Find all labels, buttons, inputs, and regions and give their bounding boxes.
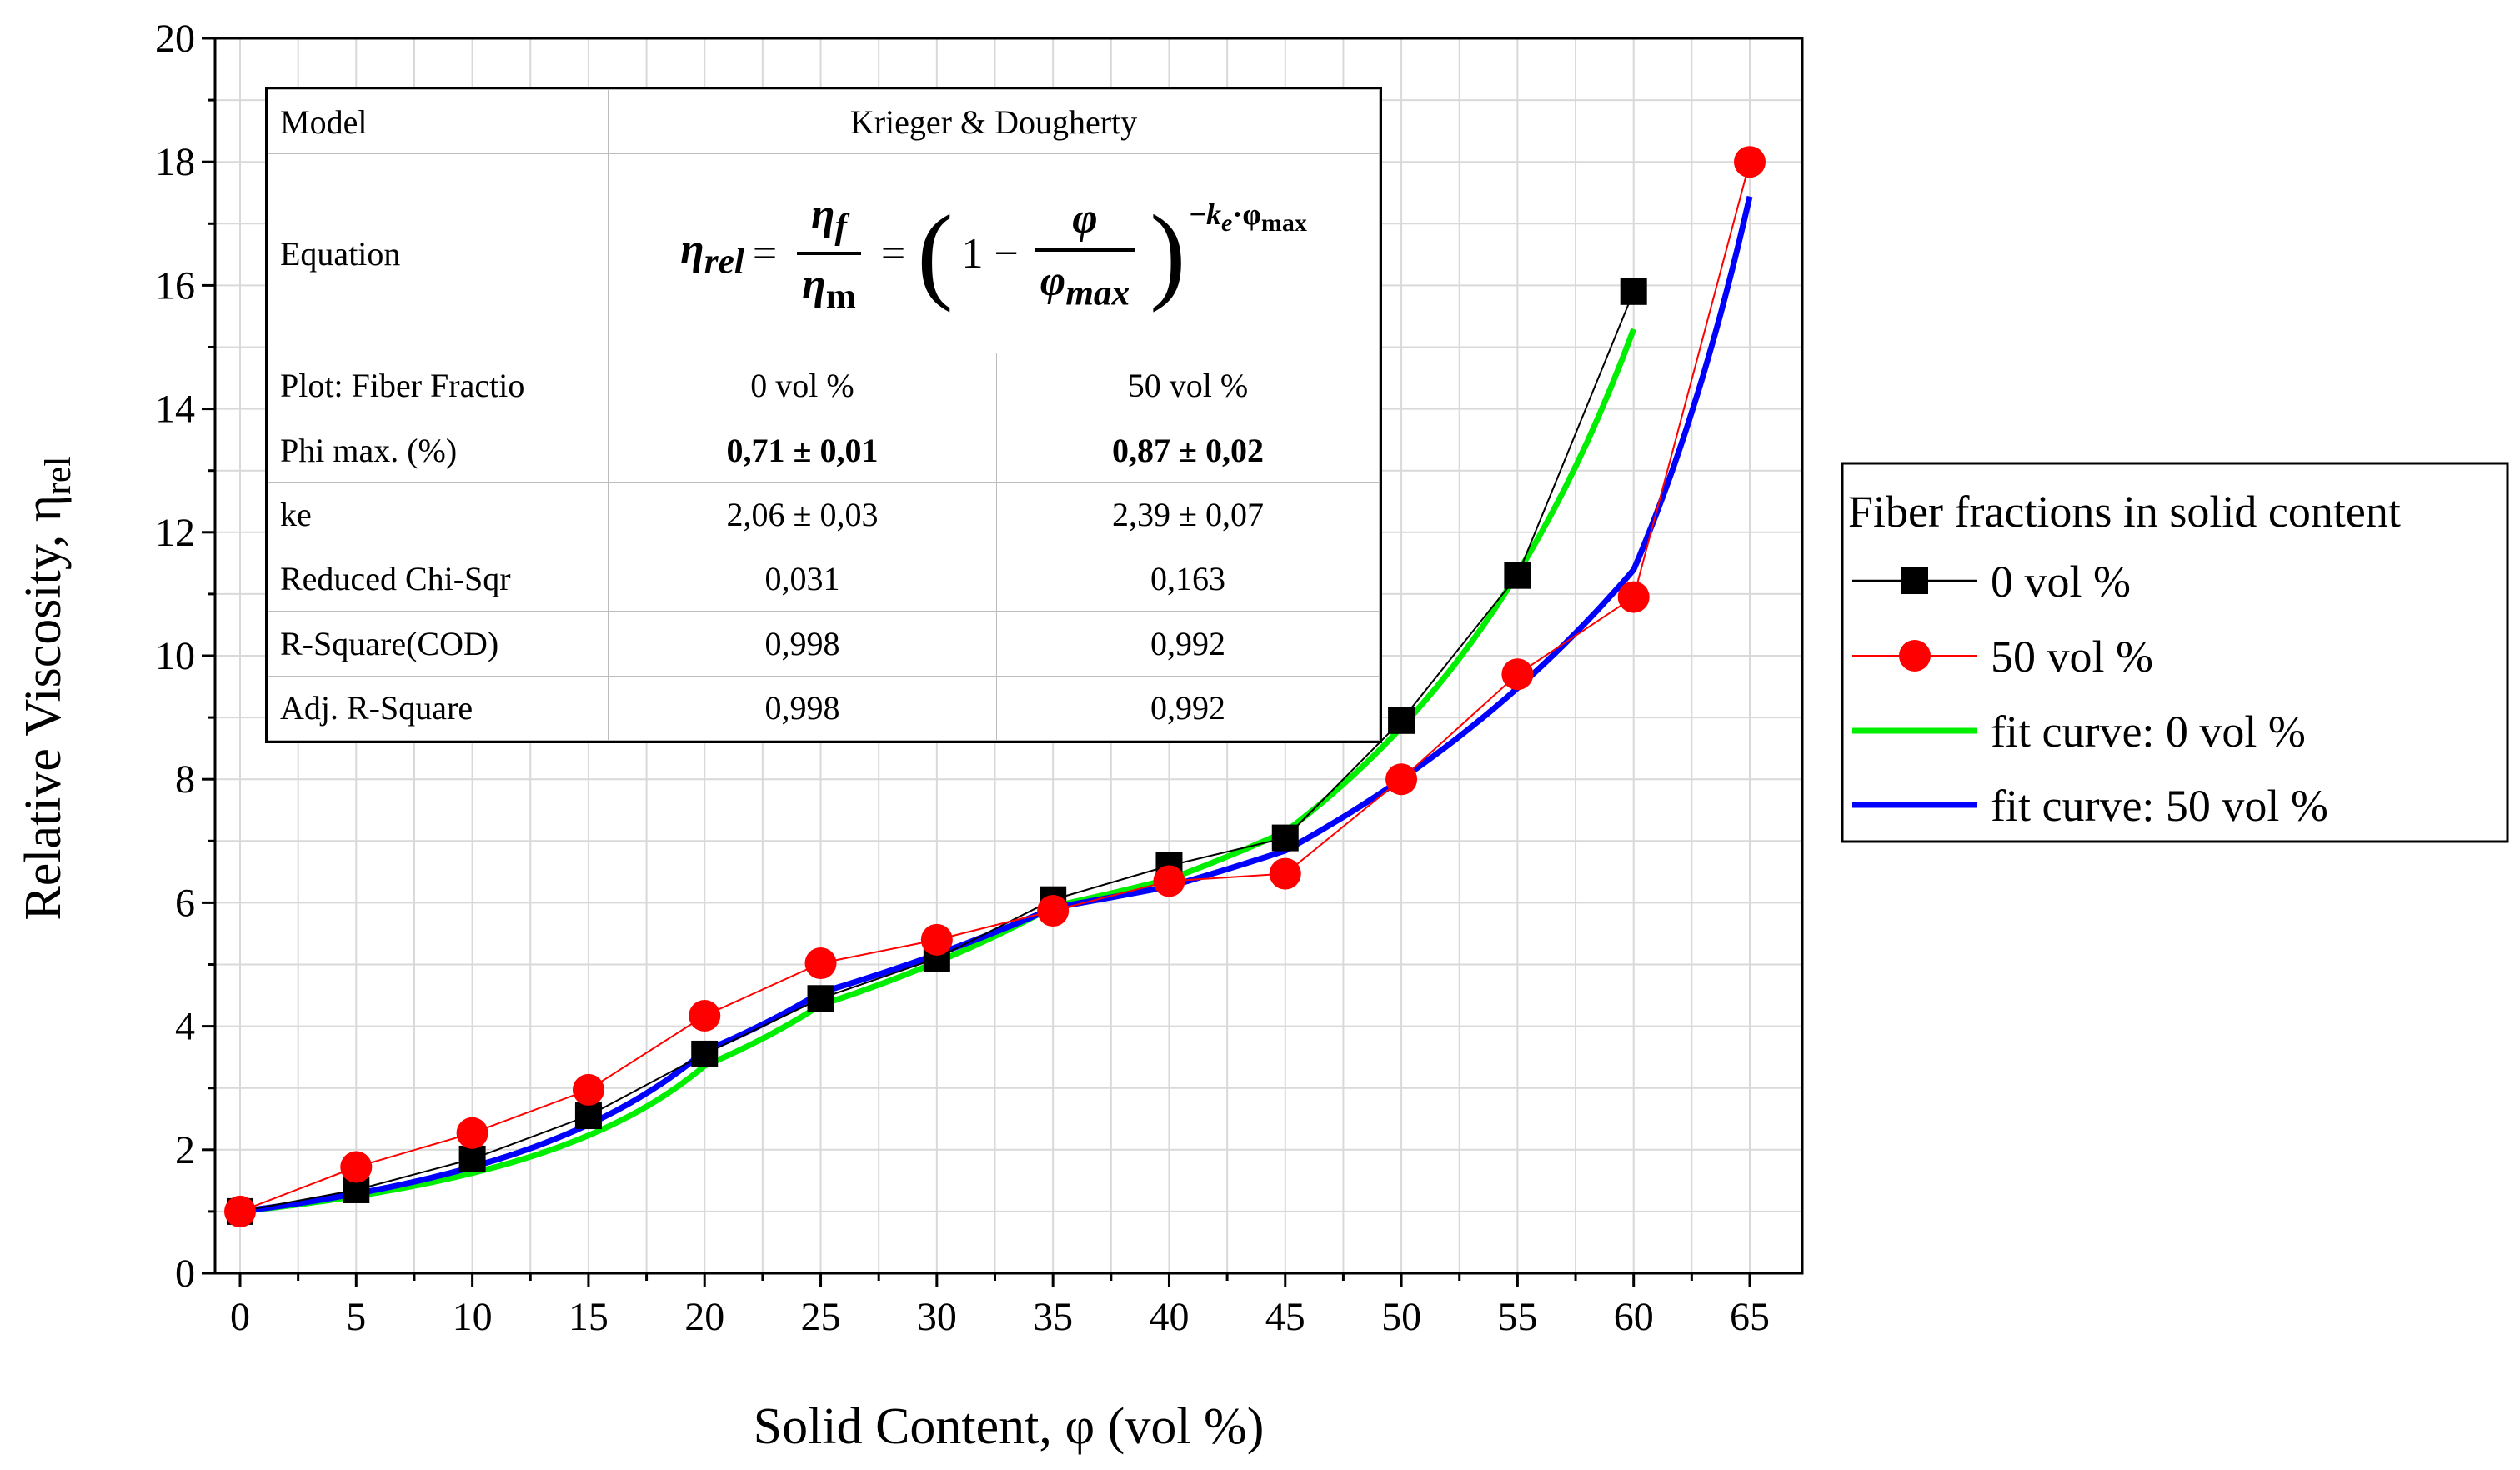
x-tick-label: 10 bbox=[453, 1295, 493, 1339]
y-axis-title-sub: rel bbox=[38, 456, 78, 494]
x-tick-label: 60 bbox=[1614, 1295, 1654, 1339]
stats-equation-label: Equation bbox=[268, 153, 609, 354]
data-point-circle bbox=[456, 1117, 488, 1149]
y-tick-label: 4 bbox=[175, 1005, 195, 1049]
axes bbox=[202, 37, 1804, 1287]
stats-cell: 2,06 ± 0,03 bbox=[608, 482, 997, 548]
stats-row-label: Reduced Chi-Sqr bbox=[268, 546, 609, 612]
x-tick-label: 5 bbox=[346, 1295, 366, 1339]
data-point-circle bbox=[1153, 865, 1185, 898]
legend-label-fit50: fit curve: 50 vol % bbox=[1991, 781, 2328, 831]
stats-equation: ηrel = ηf ηm = ( 1 − φ φmax ) −ke·φmax bbox=[608, 153, 1380, 354]
y-tick-label: 0 bbox=[175, 1252, 195, 1296]
legend-title: Fiber fractions in solid content bbox=[1848, 487, 2401, 537]
stats-row: Reduced Chi-Sqr 0,031 0,163 bbox=[268, 546, 1380, 612]
equation-formula: ηrel = ηf ηm = ( 1 − φ φmax ) −ke·φmax bbox=[680, 191, 1307, 317]
legend-label-50vol: 50 vol % bbox=[1991, 632, 2153, 682]
y-axis-title: Relative Viscosity, ηrel bbox=[15, 456, 78, 920]
data-point-square bbox=[691, 1040, 719, 1068]
stats-model-value: Krieger & Dougherty bbox=[608, 88, 1380, 155]
stats-row-label: R-Square(COD) bbox=[268, 611, 609, 677]
x-tick-label: 40 bbox=[1149, 1295, 1189, 1339]
data-point-circle bbox=[1617, 581, 1650, 613]
x-axis-title: Solid Content, φ (vol %) bbox=[754, 1398, 1265, 1455]
data-point-circle bbox=[572, 1073, 604, 1106]
stats-cell: 0,998 bbox=[608, 675, 997, 742]
x-tick-label: 20 bbox=[684, 1295, 724, 1339]
x-tick-label: 0 bbox=[230, 1295, 250, 1339]
x-tick-label: 45 bbox=[1265, 1295, 1305, 1339]
data-point-circle bbox=[340, 1151, 373, 1183]
stats-cell: 0,71 ± 0,01 bbox=[608, 417, 997, 483]
stats-row-label: Phi max. (%) bbox=[268, 417, 609, 483]
stats-plot-label: Plot: Fiber Fractio bbox=[268, 352, 609, 418]
data-point-square bbox=[574, 1102, 602, 1130]
legend-box bbox=[1841, 462, 2509, 843]
stats-cell: 0,998 bbox=[608, 611, 997, 677]
data-point-square bbox=[1271, 824, 1299, 852]
y-tick-label: 12 bbox=[155, 511, 195, 555]
data-point-circle bbox=[920, 923, 953, 956]
data-point-circle bbox=[1269, 858, 1301, 890]
x-tick-label: 35 bbox=[1033, 1295, 1073, 1339]
stats-col2-header: 50 vol % bbox=[996, 352, 1380, 418]
stats-cell: 0,163 bbox=[996, 546, 1380, 612]
stats-col1-header: 0 vol % bbox=[608, 352, 997, 418]
tick-labels: 0 2 4 6 8 10 12 14 16 18 20 0 5 10 15 20 25 30 35 40 45 50 55 6… bbox=[155, 17, 1770, 1339]
stats-table: Model Krieger & Dougherty Equation ηrel … bbox=[265, 87, 1382, 743]
x-tick-label: 50 bbox=[1381, 1295, 1421, 1339]
data-point-square bbox=[1388, 707, 1415, 734]
stats-row: Phi max. (%) 0,71 ± 0,01 0,87 ± 0,02 bbox=[268, 417, 1380, 483]
y-tick-label: 2 bbox=[175, 1128, 195, 1172]
x-tick-label: 55 bbox=[1497, 1295, 1537, 1339]
stats-cell: 0,87 ± 0,02 bbox=[996, 417, 1380, 483]
legend-label-fit0: fit curve: 0 vol % bbox=[1991, 707, 2306, 757]
stats-row-label: ke bbox=[268, 482, 609, 548]
y-tick-label: 14 bbox=[155, 388, 195, 432]
data-point-circle bbox=[1385, 763, 1418, 796]
data-point-circle bbox=[1501, 658, 1534, 691]
x-tick-label: 65 bbox=[1730, 1295, 1770, 1339]
data-point-circle bbox=[224, 1195, 256, 1228]
stats-row-model: Model Krieger & Dougherty bbox=[268, 88, 1380, 155]
stats-row: ke 2,06 ± 0,03 2,39 ± 0,07 bbox=[268, 482, 1380, 548]
y-tick-label: 8 bbox=[175, 758, 195, 802]
stats-row: R-Square(COD) 0,998 0,992 bbox=[268, 611, 1380, 677]
y-tick-label: 20 bbox=[155, 17, 195, 61]
data-point-circle bbox=[804, 948, 837, 980]
y-tick-label: 6 bbox=[175, 881, 195, 925]
stats-cell: 2,39 ± 0,07 bbox=[996, 482, 1380, 548]
legend-swatch-0vol-marker bbox=[1901, 568, 1928, 594]
legend-swatch-50vol-marker bbox=[1899, 640, 1931, 672]
data-point-circle bbox=[689, 1000, 721, 1032]
data-point-square bbox=[458, 1145, 486, 1172]
series-line bbox=[239, 161, 1751, 1212]
x-tick-label: 30 bbox=[917, 1295, 957, 1339]
legend-label-0vol: 0 vol % bbox=[1991, 557, 2131, 607]
stats-model-label: Model bbox=[268, 88, 609, 155]
y-axis-title-main: Relative Viscosity, η bbox=[15, 495, 72, 921]
legend: Fiber fractions in solid content 0 vol %… bbox=[1841, 462, 2509, 843]
data-point-circle bbox=[1037, 895, 1070, 928]
stats-cell: 0,992 bbox=[996, 611, 1380, 677]
data-point-square bbox=[807, 985, 834, 1012]
x-tick-label: 15 bbox=[569, 1295, 609, 1339]
x-tick-label: 25 bbox=[801, 1295, 841, 1339]
stats-row-label: Adj. R-Square bbox=[268, 675, 609, 742]
data-point-circle bbox=[1734, 146, 1766, 178]
stats-row-equation: Equation ηrel = ηf ηm = ( 1 − φ φmax ) −ke… bbox=[268, 153, 1380, 354]
y-tick-label: 18 bbox=[155, 140, 195, 184]
stats-row: Adj. R-Square 0,998 0,992 bbox=[268, 675, 1380, 742]
data-markers bbox=[224, 146, 1766, 1228]
stats-cell: 0,031 bbox=[608, 546, 997, 612]
stats-row-header: Plot: Fiber Fractio 0 vol % 50 vol % bbox=[268, 352, 1380, 418]
stats-cell: 0,992 bbox=[996, 675, 1380, 742]
data-point-square bbox=[1504, 562, 1531, 589]
data-point-square bbox=[1620, 278, 1647, 305]
y-tick-label: 10 bbox=[155, 634, 195, 678]
y-tick-label: 16 bbox=[155, 263, 195, 308]
